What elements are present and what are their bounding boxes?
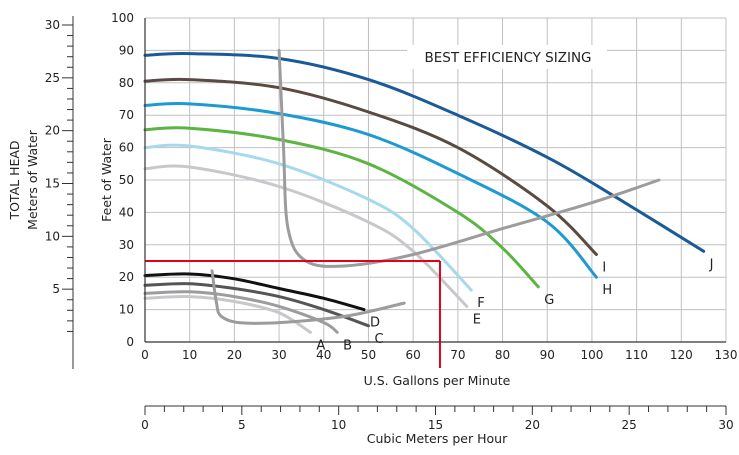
grid <box>145 17 727 342</box>
x-axis-title: U.S. Gallons per Minute <box>364 373 511 388</box>
y-axis-title: Feet of Water <box>99 137 114 222</box>
curve-label-e: E <box>473 312 481 327</box>
x-tick-label: 130 <box>715 348 738 362</box>
y2-tick-label: 10 <box>45 229 60 243</box>
curve-label-i: I <box>602 261 606 276</box>
y2-tick-label: 5 <box>52 282 60 296</box>
y-tick-label: 100 <box>111 11 134 25</box>
y-tick-label: 40 <box>119 205 134 219</box>
x2-axis-title: Cubic Meters per Hour <box>367 431 508 446</box>
x2-tick-label: 15 <box>428 418 443 432</box>
best-efficiency-annotation: BEST EFFICIENCY SIZING <box>424 50 591 66</box>
x-tick-label: 80 <box>495 348 510 362</box>
y-tick-label: 50 <box>119 173 134 187</box>
curve-label-j: J <box>709 257 714 272</box>
x2-tick-label: 0 <box>141 418 149 432</box>
pump-curve-f <box>143 143 473 292</box>
y2-axis-title: Meters of Water <box>25 129 40 230</box>
axes: 0 10 20 30 40 50 60 70 80 90 100 110 120 130010203040… <box>45 11 738 432</box>
curve-labels: J IH G FE DC B A <box>316 257 713 353</box>
curve-label-h: H <box>602 283 612 298</box>
pump-curve-g <box>143 126 540 289</box>
y-tick-label: 80 <box>119 76 134 90</box>
x2-tick-label: 30 <box>718 418 733 432</box>
curve-label-f: F <box>477 296 484 311</box>
x2-tick-label: 20 <box>525 418 540 432</box>
x2-tick-label: 10 <box>331 418 346 432</box>
x-tick-label: 110 <box>625 348 648 362</box>
y-tick-label: 30 <box>119 238 134 252</box>
curve-label-d: D <box>370 316 380 331</box>
x-tick-label: 0 <box>141 348 149 362</box>
curve-label-a: A <box>316 338 325 353</box>
pump-curve-c <box>143 282 370 328</box>
pump-curves <box>143 52 706 334</box>
y2-tick-label: 25 <box>45 71 60 85</box>
x-tick-label: 120 <box>670 348 693 362</box>
y-tick-label: 60 <box>119 141 134 155</box>
x-tick-label: 20 <box>227 348 242 362</box>
selection-point-lines <box>145 260 441 368</box>
efficiency-line-upper <box>277 48 661 268</box>
x-tick-label: 60 <box>406 348 421 362</box>
pump-curve-i <box>143 77 598 256</box>
y2-tick-label: 30 <box>45 18 60 32</box>
pump-curve-a <box>143 295 312 334</box>
x2-tick-label: 5 <box>238 418 246 432</box>
x-tick-label: 100 <box>580 348 603 362</box>
annotation-background <box>407 45 607 69</box>
y-tick-label: 70 <box>119 108 134 122</box>
y-tick-label: 10 <box>119 303 134 317</box>
y2-tick-label: 15 <box>45 177 60 191</box>
y2-axis-group-title: TOTAL HEAD <box>7 140 22 220</box>
y-tick-label: 20 <box>119 270 134 284</box>
curve-label-c: C <box>374 332 383 347</box>
curve-label-b: B <box>343 338 352 353</box>
y2-tick-label: 20 <box>45 124 60 138</box>
x-tick-label: 40 <box>316 348 331 362</box>
pump-curve-b <box>143 290 339 334</box>
curve-label-g: G <box>544 293 554 308</box>
x-tick-label: 90 <box>540 348 555 362</box>
pump-curve-d <box>143 272 366 312</box>
x-tick-label: 70 <box>450 348 465 362</box>
pump-curve-e <box>143 164 469 308</box>
x-tick-label: 50 <box>361 348 376 362</box>
x2-tick-label: 25 <box>622 418 637 432</box>
y-tick-label: 0 <box>126 335 134 349</box>
efficiency-boundary-lines <box>210 48 661 325</box>
x-tick-label: 10 <box>182 348 197 362</box>
x-tick-label: 30 <box>271 348 286 362</box>
y-tick-label: 90 <box>119 43 134 57</box>
efficiency-line-lower <box>210 269 406 325</box>
pump-curve-h <box>143 102 598 279</box>
